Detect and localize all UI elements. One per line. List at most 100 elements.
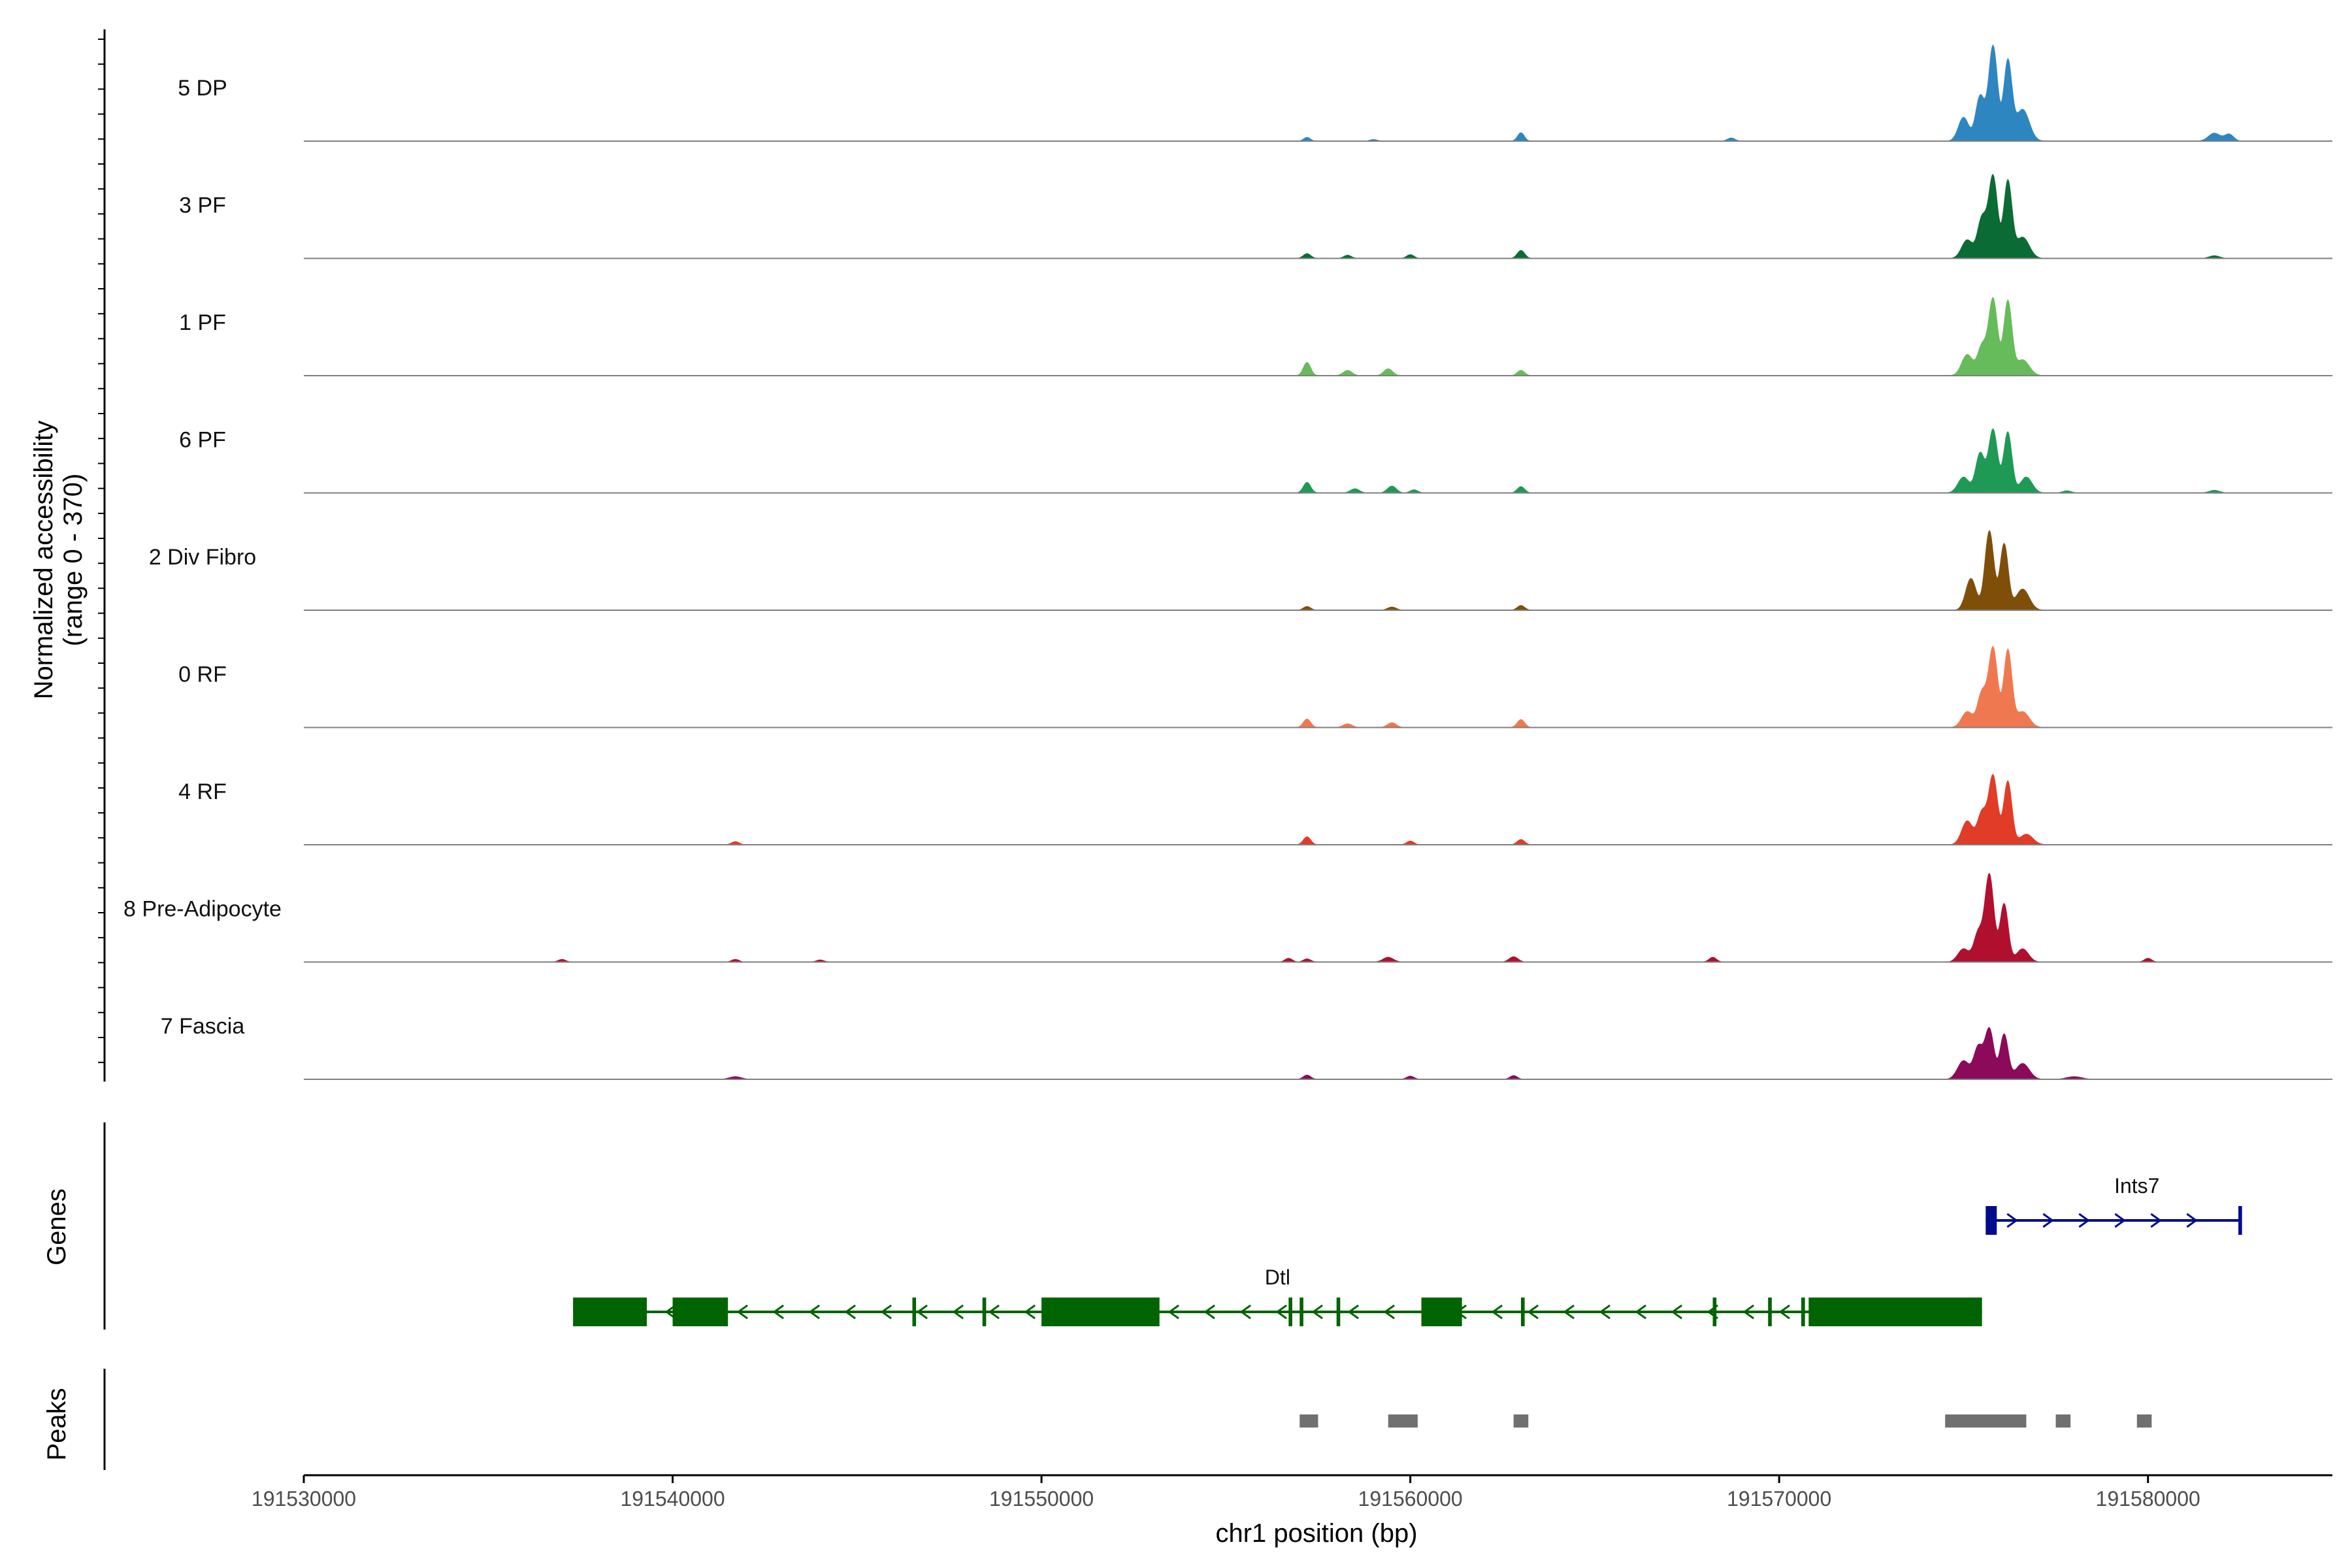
peak-track [103, 1369, 2152, 1470]
gene-ints7: Ints7 [1985, 1174, 2242, 1235]
y-axis-title: Normalized accessibility [29, 421, 58, 700]
strand-arrow [1563, 1304, 1575, 1320]
gene-dtl: Dtl [573, 1266, 1982, 1326]
strand-arrow [2042, 1213, 2054, 1228]
strand-arrow [1491, 1304, 1503, 1320]
coverage-area [304, 872, 2240, 962]
strand-arrow [1347, 1304, 1359, 1320]
strand-arrow [2186, 1213, 2198, 1228]
gene-exon [1985, 1206, 1997, 1235]
strand-arrow [1527, 1304, 1539, 1320]
gene-exon [1288, 1298, 1292, 1326]
gene-track: Ints7 Dtl [103, 1122, 2242, 1330]
gene-exon [1801, 1298, 1805, 1326]
strand-arrow [2150, 1213, 2162, 1228]
track-3-pf: 3 PF [179, 174, 2332, 259]
x-tick-label: 191540000 [620, 1487, 725, 1511]
track-label: 4 RF [178, 779, 227, 804]
peak-region [1299, 1414, 1318, 1428]
coverage-area [304, 297, 2240, 376]
peak-region [1513, 1414, 1529, 1428]
strand-arrow [952, 1304, 964, 1320]
track-label: 2 Div Fibro [149, 545, 256, 570]
x-tick-label: 191580000 [2096, 1487, 2200, 1511]
strand-arrow [772, 1304, 784, 1320]
gene-exon [573, 1298, 647, 1326]
gene-exon [672, 1298, 728, 1326]
y-axis-title-range: (range 0 - 370) [59, 474, 88, 647]
strand-arrow [1383, 1304, 1395, 1320]
track-1-pf: 1 PF [179, 297, 2332, 376]
track-0-rf: 0 RF [178, 645, 2332, 728]
x-tick-label: 191550000 [989, 1487, 1094, 1511]
strand-arrow [1275, 1304, 1287, 1320]
coverage-area [304, 774, 2240, 845]
track-label: 3 PF [179, 193, 226, 218]
genes-axis-title: Genes [42, 1188, 71, 1266]
gene-exon [1521, 1298, 1525, 1326]
gene-exon [982, 1298, 987, 1326]
track-label: 0 RF [178, 662, 227, 687]
strand-arrow [2078, 1213, 2090, 1228]
strand-arrow [1168, 1304, 1179, 1320]
strand-arrow [916, 1304, 928, 1320]
track-7-fascia: 7 Fascia [161, 1014, 2332, 1080]
peak-region [2136, 1414, 2152, 1428]
strand-arrow [808, 1304, 820, 1320]
strand-arrow [1742, 1304, 1754, 1320]
strand-arrow [988, 1304, 1000, 1320]
strand-arrow [1635, 1304, 1646, 1320]
gene-exon [1712, 1298, 1717, 1326]
coverage-area [304, 428, 2240, 493]
track-6-pf: 6 PF [179, 428, 2332, 494]
gene-exon [2238, 1206, 2242, 1235]
strand-arrow [1778, 1304, 1790, 1320]
strand-arrow [1599, 1304, 1610, 1320]
coverage-area [304, 174, 2240, 259]
track-label: 8 Pre-Adipocyte [123, 897, 282, 922]
coverage-tracks: 5 DP 3 PF 1 PF 6 PF 2 Div Fibro 0 RF 4 RF 8 Pre… [98, 29, 2332, 1082]
peaks-axis-title: Peaks [42, 1388, 71, 1460]
coverage-area [304, 530, 2240, 611]
track-2-div-fibro: 2 Div Fibro [149, 530, 2332, 611]
x-axis-title: chr1 position (bp) [1215, 1519, 1417, 1548]
strand-arrow [2006, 1213, 2018, 1228]
gene-exon [1299, 1298, 1303, 1326]
gene-exon [1421, 1298, 1462, 1326]
track-label: 5 DP [178, 76, 227, 101]
strand-arrow [736, 1304, 748, 1320]
gene-exon [1041, 1298, 1160, 1326]
coverage-area [304, 44, 2241, 142]
coverage-area [304, 645, 2240, 728]
peak-region [1945, 1414, 2027, 1428]
x-tick-label: 191570000 [1727, 1487, 1831, 1511]
gene-exon [1808, 1298, 1982, 1326]
strand-arrow [1311, 1304, 1323, 1320]
gene-exon [1768, 1298, 1772, 1326]
strand-arrow [664, 1304, 676, 1320]
x-axis: 191530000 191540000 191550000 191560000 1915… [252, 1474, 2332, 1511]
track-4-rf: 4 RF [178, 774, 2332, 845]
peak-region [1388, 1414, 1418, 1428]
strand-arrow [1024, 1304, 1036, 1320]
gene-name-label: Ints7 [2114, 1174, 2159, 1198]
strand-arrow [2114, 1213, 2126, 1228]
track-8-pre-adipocyte: 8 Pre-Adipocyte [123, 872, 2332, 963]
track-label: 6 PF [179, 428, 226, 453]
strand-arrow [844, 1304, 856, 1320]
track-5-dp: 5 DP [178, 44, 2332, 142]
strand-arrow [1239, 1304, 1251, 1320]
strand-arrow [880, 1304, 892, 1320]
gene-exon [912, 1298, 917, 1326]
coverage-area [304, 1027, 2240, 1080]
track-label: 1 PF [179, 310, 226, 335]
track-label: 7 Fascia [161, 1014, 245, 1039]
peak-region [2055, 1414, 2071, 1428]
strand-arrow [1203, 1304, 1215, 1320]
x-tick-label: 191530000 [252, 1487, 356, 1511]
gene-name-label: Dtl [1265, 1266, 1290, 1289]
x-tick-label: 191560000 [1358, 1487, 1463, 1511]
strand-arrow [1671, 1304, 1682, 1320]
gene-exon [1336, 1298, 1341, 1326]
